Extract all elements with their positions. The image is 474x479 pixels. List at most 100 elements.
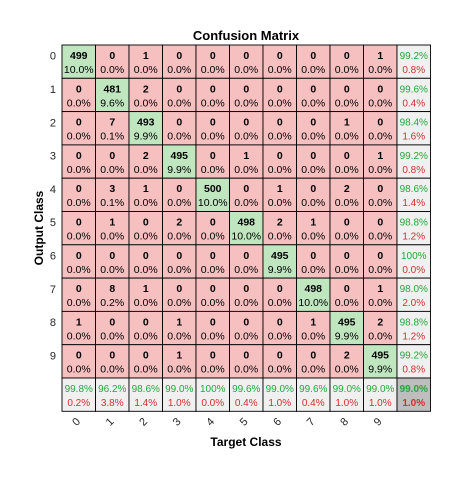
cell-count: 0 xyxy=(310,183,316,195)
column-recall: 99.0% xyxy=(366,384,394,395)
x-tick-label: 0 xyxy=(70,416,83,429)
matrix-cell: 0 0.0% xyxy=(296,244,331,279)
cell-background xyxy=(262,111,297,146)
matrix-cell: 0 0.0% xyxy=(329,277,364,312)
cell-background xyxy=(229,211,264,246)
cell-background xyxy=(229,244,264,279)
cell-percent: 0.0% xyxy=(335,231,359,243)
cell-background xyxy=(162,144,197,179)
cell-count: 0 xyxy=(377,217,383,229)
row-summary-background xyxy=(396,111,431,146)
cell-percent: 0.0% xyxy=(368,164,392,176)
cell-count: 1 xyxy=(143,50,149,62)
matrix-cells: 49910.0%00.0%10.0%00.0%00.0%00.0%00.0%00… xyxy=(61,44,431,412)
row-summary-background xyxy=(396,310,431,346)
row-error-rate: 1.2% xyxy=(402,331,425,342)
cell-count: 0 xyxy=(277,83,283,95)
matrix-cell: 0 0.0% xyxy=(262,111,297,146)
cell-background xyxy=(61,310,96,346)
matrix-cell: 0 0.0% xyxy=(296,111,331,146)
cell-percent: 0.0% xyxy=(201,164,225,176)
matrix-cell: 1 0.0% xyxy=(61,310,96,346)
matrix-cell: 2 0.0% xyxy=(128,77,163,113)
cell-count: 0 xyxy=(143,217,149,229)
cell-percent: 0.0% xyxy=(201,330,225,342)
cell-background xyxy=(61,244,96,279)
matrix-cell: 0 0.0% xyxy=(61,211,96,246)
cell-count: 1 xyxy=(377,150,383,162)
cell-percent: 0.0% xyxy=(201,97,225,109)
matrix-cell: 0 0.0% xyxy=(61,144,96,179)
matrix-cell: 1 0.0% xyxy=(229,144,264,179)
cell-count: 0 xyxy=(176,117,182,129)
cell-count: 1 xyxy=(243,150,249,162)
cell-background xyxy=(61,44,96,79)
cell-count: 493 xyxy=(137,117,155,129)
cell-background xyxy=(95,277,130,312)
cell-background xyxy=(128,344,163,379)
matrix-cell: 0 0.0% xyxy=(162,177,197,212)
cell-count: 0 xyxy=(243,283,249,295)
y-tick-labels: 0 1 2 3 4 5 6 7 8 9 xyxy=(50,51,56,363)
x-tick-label: 4 xyxy=(204,416,217,429)
cell-background xyxy=(363,77,398,113)
cell-percent: 0.0% xyxy=(67,164,91,176)
cell-percent: 0.1% xyxy=(100,131,124,143)
cell-percent: 0.0% xyxy=(201,64,225,76)
cell-background xyxy=(262,310,297,346)
cell-percent: 0.0% xyxy=(134,330,158,342)
cell-count: 495 xyxy=(170,150,188,162)
column-error-rate: 0.2% xyxy=(67,398,90,409)
matrix-cell: 0 0.0% xyxy=(296,177,331,212)
matrix-cell: 99.0% 1.0% xyxy=(363,377,398,412)
row-error-rate: 0.8% xyxy=(402,365,425,376)
cell-percent: 0.0% xyxy=(234,197,258,209)
matrix-cell: 0 0.0% xyxy=(229,310,264,346)
matrix-cell: 96.2% 3.8% xyxy=(95,377,130,412)
cell-percent: 0.0% xyxy=(335,131,359,143)
matrix-cell: 0 0.0% xyxy=(329,144,364,179)
matrix-cell: 0 0.0% xyxy=(229,244,264,279)
cell-percent: 0.0% xyxy=(67,264,91,276)
cell-count: 495 xyxy=(338,316,356,328)
cell-percent: 0.0% xyxy=(234,364,258,376)
matrix-cell: 0 0.0% xyxy=(128,344,163,379)
row-error-rate: 2.0% xyxy=(402,298,425,309)
cell-percent: 0.0% xyxy=(368,297,392,309)
matrix-cell: 98.6% 1.4% xyxy=(396,177,431,212)
matrix-cell: 0 0.0% xyxy=(195,111,230,146)
column-summary-background xyxy=(329,377,364,412)
row-precision: 99.6% xyxy=(400,84,428,95)
cell-percent: 0.0% xyxy=(167,330,191,342)
cell-background xyxy=(128,77,163,113)
overall-error-rate: 1.0% xyxy=(402,398,425,409)
cell-background xyxy=(229,111,264,146)
row-error-rate: 1.2% xyxy=(402,232,425,243)
matrix-cell: 2 0.0% xyxy=(128,144,163,179)
cell-background xyxy=(329,310,364,346)
cell-count: 1 xyxy=(143,283,149,295)
cell-percent: 0.0% xyxy=(134,264,158,276)
cell-background xyxy=(61,77,96,113)
cell-percent: 0.0% xyxy=(100,231,124,243)
cell-percent: 0.0% xyxy=(234,330,258,342)
cell-percent: 0.0% xyxy=(67,197,91,209)
row-error-rate: 0.4% xyxy=(402,98,425,109)
row-error-rate: 0.8% xyxy=(402,165,425,176)
cell-percent: 0.0% xyxy=(301,231,325,243)
cell-count: 0 xyxy=(109,350,115,362)
cell-background xyxy=(195,77,230,113)
matrix-cell: 0 0.0% xyxy=(195,77,230,113)
cell-percent: 0.0% xyxy=(100,330,124,342)
cell-percent: 0.0% xyxy=(301,131,325,143)
cell-count: 0 xyxy=(143,350,149,362)
matrix-cell: 0 0.0% xyxy=(195,44,230,79)
cell-count: 499 xyxy=(70,50,88,62)
cell-count: 0 xyxy=(277,350,283,362)
cell-background xyxy=(162,244,197,279)
column-error-rate: 0.4% xyxy=(302,398,325,409)
cell-background xyxy=(95,177,130,212)
cell-background xyxy=(128,244,163,279)
cell-percent: 9.9% xyxy=(134,131,158,143)
cell-count: 0 xyxy=(76,217,82,229)
